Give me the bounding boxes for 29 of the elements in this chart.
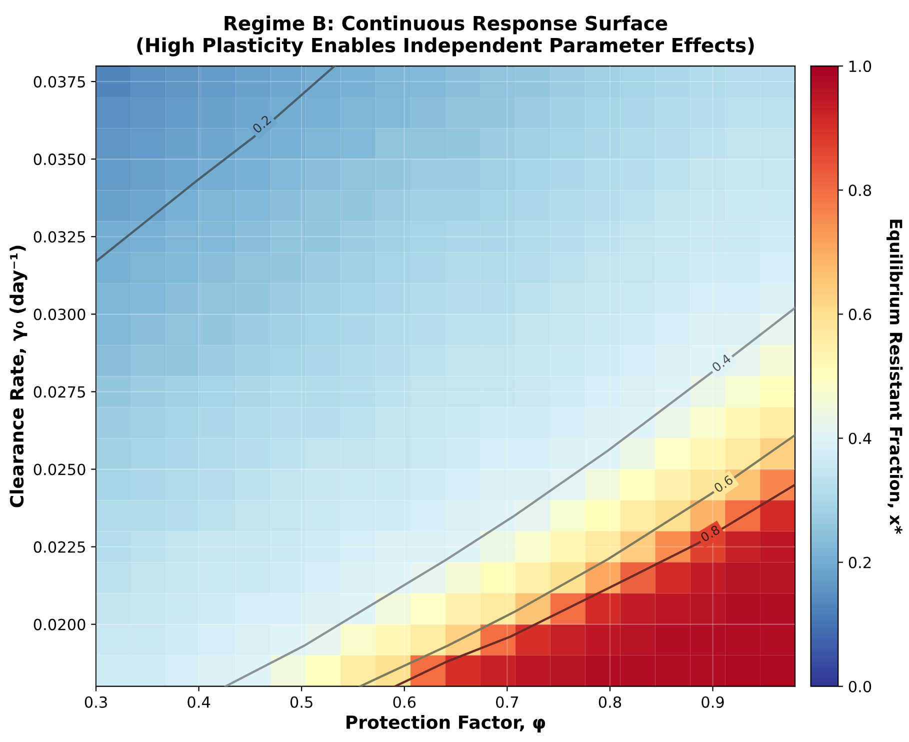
chart-title: Regime B: Continuous Response Surface (High Plasticity Enables Independent Parameter Effects) bbox=[137, 15, 754, 56]
y-tick-label: 0.0200 bbox=[34, 618, 86, 630]
y-tick-label: 0.0375 bbox=[34, 76, 85, 88]
y-axis-title: Clearance Rate, γ₀ (day⁻¹) bbox=[10, 246, 28, 508]
color-bar-label: 0.2 bbox=[848, 556, 871, 568]
x-tick-label: 0.4 bbox=[188, 696, 210, 708]
annotation: 0.8 bbox=[700, 524, 720, 542]
x-tick-label: 0.6 bbox=[393, 696, 416, 708]
color-bar-label: 0.4 bbox=[848, 432, 872, 444]
x-tick-label: 0.3 bbox=[84, 696, 107, 708]
color-bar-label: 1.0 bbox=[850, 60, 872, 72]
color-bar-title: Equilibrium Resistant Fraction, x* bbox=[886, 220, 903, 534]
y-tick-label: 0.0275 bbox=[34, 386, 85, 398]
x-axis-title: Protection Factor, φ bbox=[346, 715, 546, 732]
color-bar-label: 0.0 bbox=[848, 680, 872, 692]
x-tick-label: 0.8 bbox=[598, 696, 622, 708]
x-tick-label: 0.9 bbox=[702, 696, 724, 708]
color-bar-label: 0.6 bbox=[848, 308, 872, 320]
y-tick-label: 0.0225 bbox=[34, 541, 85, 553]
y-tick-label: 0.0325 bbox=[34, 231, 85, 243]
color-bar-label: 0.8 bbox=[848, 184, 872, 196]
x-tick-label: 0.7 bbox=[496, 696, 518, 708]
annotation: 0.4 bbox=[711, 354, 732, 372]
y-tick-label: 0.0350 bbox=[34, 154, 86, 166]
annotation: 0.2 bbox=[252, 114, 272, 134]
y-tick-label: 0.0250 bbox=[34, 464, 86, 476]
annotation: 0.6 bbox=[713, 474, 734, 493]
y-tick-label: 0.0300 bbox=[34, 308, 86, 320]
x-tick-label: 0.5 bbox=[290, 696, 312, 708]
